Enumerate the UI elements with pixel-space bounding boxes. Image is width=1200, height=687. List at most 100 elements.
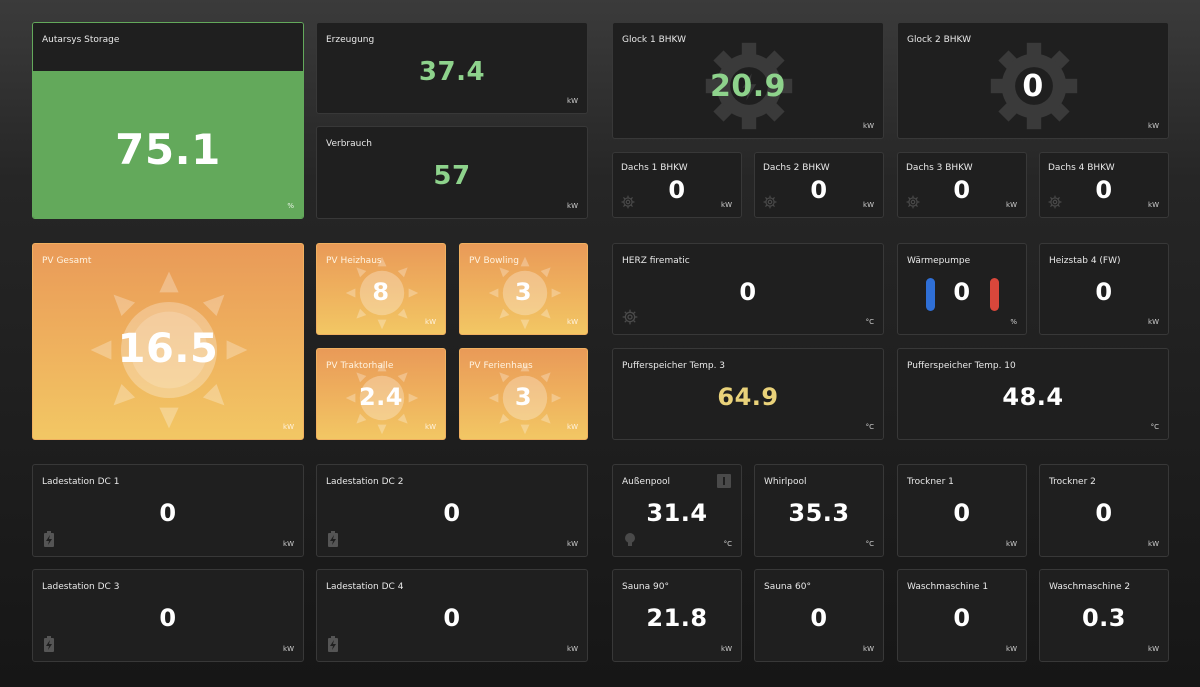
tile-dachs3-bhkw[interactable]: Dachs 3 BHKW 0 kW [897,152,1027,218]
tile-unit: kW [567,645,578,653]
tile-unit: kW [1148,645,1159,653]
tile-title: Waschmaschine 1 [907,582,989,592]
tile-value: 64.9 [717,383,779,411]
heat-pump-cold-icon [926,278,935,311]
tile-title: Trockner 2 [1049,477,1096,487]
tile-unit: kW [1148,201,1159,209]
tile-title: Ladestation DC 4 [326,582,404,592]
tile-value: 0 [810,176,828,204]
tile-trockner1[interactable]: Trockner 1 0 kW [897,464,1027,557]
tile-dachs4-bhkw[interactable]: Dachs 4 BHKW 0 kW [1039,152,1169,218]
tile-value: 57 [433,161,471,191]
tile-title: Heizstab 4 (FW) [1049,256,1121,266]
tile-value: 0 [739,278,757,306]
tile-whirlpool[interactable]: Whirlpool 35.3 °C [754,464,884,557]
tile-dachs1-bhkw[interactable]: Dachs 1 BHKW 0 kW [612,152,742,218]
info-badge-icon [717,474,731,488]
tile-value: 3 [514,383,533,411]
tile-waschmaschine2[interactable]: Waschmaschine 2 0.3 kW [1039,569,1169,662]
tile-title: Whirlpool [764,477,807,487]
tile-value: 16.5 [117,326,219,372]
tile-title: PV Gesamt [42,256,92,266]
tile-pv-ferienhaus[interactable]: PV Ferienhaus 3 kW [459,348,588,440]
tile-unit: °C [865,540,874,548]
tile-glock2-bhkw[interactable]: Glock 2 BHKW 0 kW [897,22,1169,139]
battery-charging-icon [328,531,338,547]
tile-unit: % [1010,318,1017,326]
tile-value: 35.3 [788,499,850,527]
lightbulb-icon [625,533,635,546]
tile-ladestation-dc3[interactable]: Ladestation DC 3 0 kW [32,569,304,662]
tile-autarsys-storage[interactable]: Autarsys Storage 75.1 % [32,22,304,219]
tile-title: Erzeugung [326,35,375,45]
tile-ladestation-dc1[interactable]: Ladestation DC 1 0 kW [32,464,304,557]
tile-glock1-bhkw[interactable]: Glock 1 BHKW 20.9 kW [612,22,884,139]
tile-unit: kW [1006,201,1017,209]
tile-unit: kW [567,540,578,548]
tile-title: Dachs 3 BHKW [906,163,973,173]
tile-herz-firematic[interactable]: HERZ firematic 0 °C [612,243,884,335]
tile-value: 31.4 [646,499,708,527]
tile-pufferspeicher-10[interactable]: Pufferspeicher Temp. 10 48.4 °C [897,348,1169,440]
tile-title: Glock 2 BHKW [907,35,972,45]
tile-value: 0 [1095,176,1113,204]
tile-trockner2[interactable]: Trockner 2 0 kW [1039,464,1169,557]
tile-value: 48.4 [1002,383,1064,411]
tile-sauna-90[interactable]: Sauna 90° 21.8 kW [612,569,742,662]
gear-icon [621,195,635,209]
tile-title: Verbrauch [326,139,372,149]
tile-value: 21.8 [646,604,708,632]
tile-title: Ladestation DC 2 [326,477,404,487]
heat-pump-hot-icon [990,278,999,311]
tile-unit: °C [865,318,874,326]
tile-pv-gesamt[interactable]: PV Gesamt 16.5 kW [32,243,304,440]
tile-unit: kW [863,122,874,130]
tile-title: Sauna 90° [622,582,669,592]
tile-waschmaschine1[interactable]: Waschmaschine 1 0 kW [897,569,1027,662]
tile-title: Glock 1 BHKW [622,35,687,45]
tile-value: 0 [159,499,177,527]
tile-header [33,23,303,71]
tile-value: 0 [1095,499,1113,527]
tile-value: 0 [443,499,461,527]
tile-pufferspeicher-3[interactable]: Pufferspeicher Temp. 3 64.9 °C [612,348,884,440]
tile-ladestation-dc2[interactable]: Ladestation DC 2 0 kW [316,464,588,557]
tile-value: 20.9 [709,69,787,104]
sun-icon [345,361,419,435]
tile-value: 0.3 [1081,604,1126,632]
tile-title: Dachs 2 BHKW [763,163,830,173]
gear-icon [622,309,638,325]
tile-value: 8 [372,278,390,306]
tile-heizstab-4[interactable]: Heizstab 4 (FW) 0 kW [1039,243,1169,335]
tile-unit: kW [567,318,578,326]
tile-title: Außenpool [622,477,670,487]
tile-title: Ladestation DC 1 [42,477,120,487]
tile-value: 0 [953,278,971,306]
tile-fill [33,71,303,218]
tile-ladestation-dc4[interactable]: Ladestation DC 4 0 kW [316,569,588,662]
gear-icon [1048,195,1062,209]
tile-unit: kW [567,202,578,210]
tile-pv-heizhaus[interactable]: PV Heizhaus 8 kW [316,243,446,335]
tile-title: HERZ firematic [622,256,690,266]
tile-title: PV Traktorhalle [326,361,394,371]
tile-unit: kW [1006,645,1017,653]
tile-unit: kW [283,645,294,653]
tile-dachs2-bhkw[interactable]: Dachs 2 BHKW 0 kW [754,152,884,218]
tile-pv-traktorhalle[interactable]: PV Traktorhalle 2.4 kW [316,348,446,440]
tile-erzeugung[interactable]: Erzeugung 37.4 kW [316,22,588,114]
tile-pv-bowling[interactable]: PV Bowling 3 kW [459,243,588,335]
tile-aussenpool[interactable]: Außenpool 31.4 °C [612,464,742,557]
tile-unit: kW [567,423,578,431]
gear-icon [990,42,1078,130]
tile-unit: kW [721,201,732,209]
tile-unit: kW [283,540,294,548]
tile-waermepumpe[interactable]: Wärmepumpe 0 % [897,243,1027,335]
battery-charging-icon [328,636,338,652]
tile-value: 0 [159,604,177,632]
tile-value: 37.4 [418,57,486,87]
tile-unit: kW [721,645,732,653]
tile-sauna-60[interactable]: Sauna 60° 0 kW [754,569,884,662]
tile-title: Waschmaschine 2 [1049,582,1131,592]
tile-verbrauch[interactable]: Verbrauch 57 kW [316,126,588,219]
